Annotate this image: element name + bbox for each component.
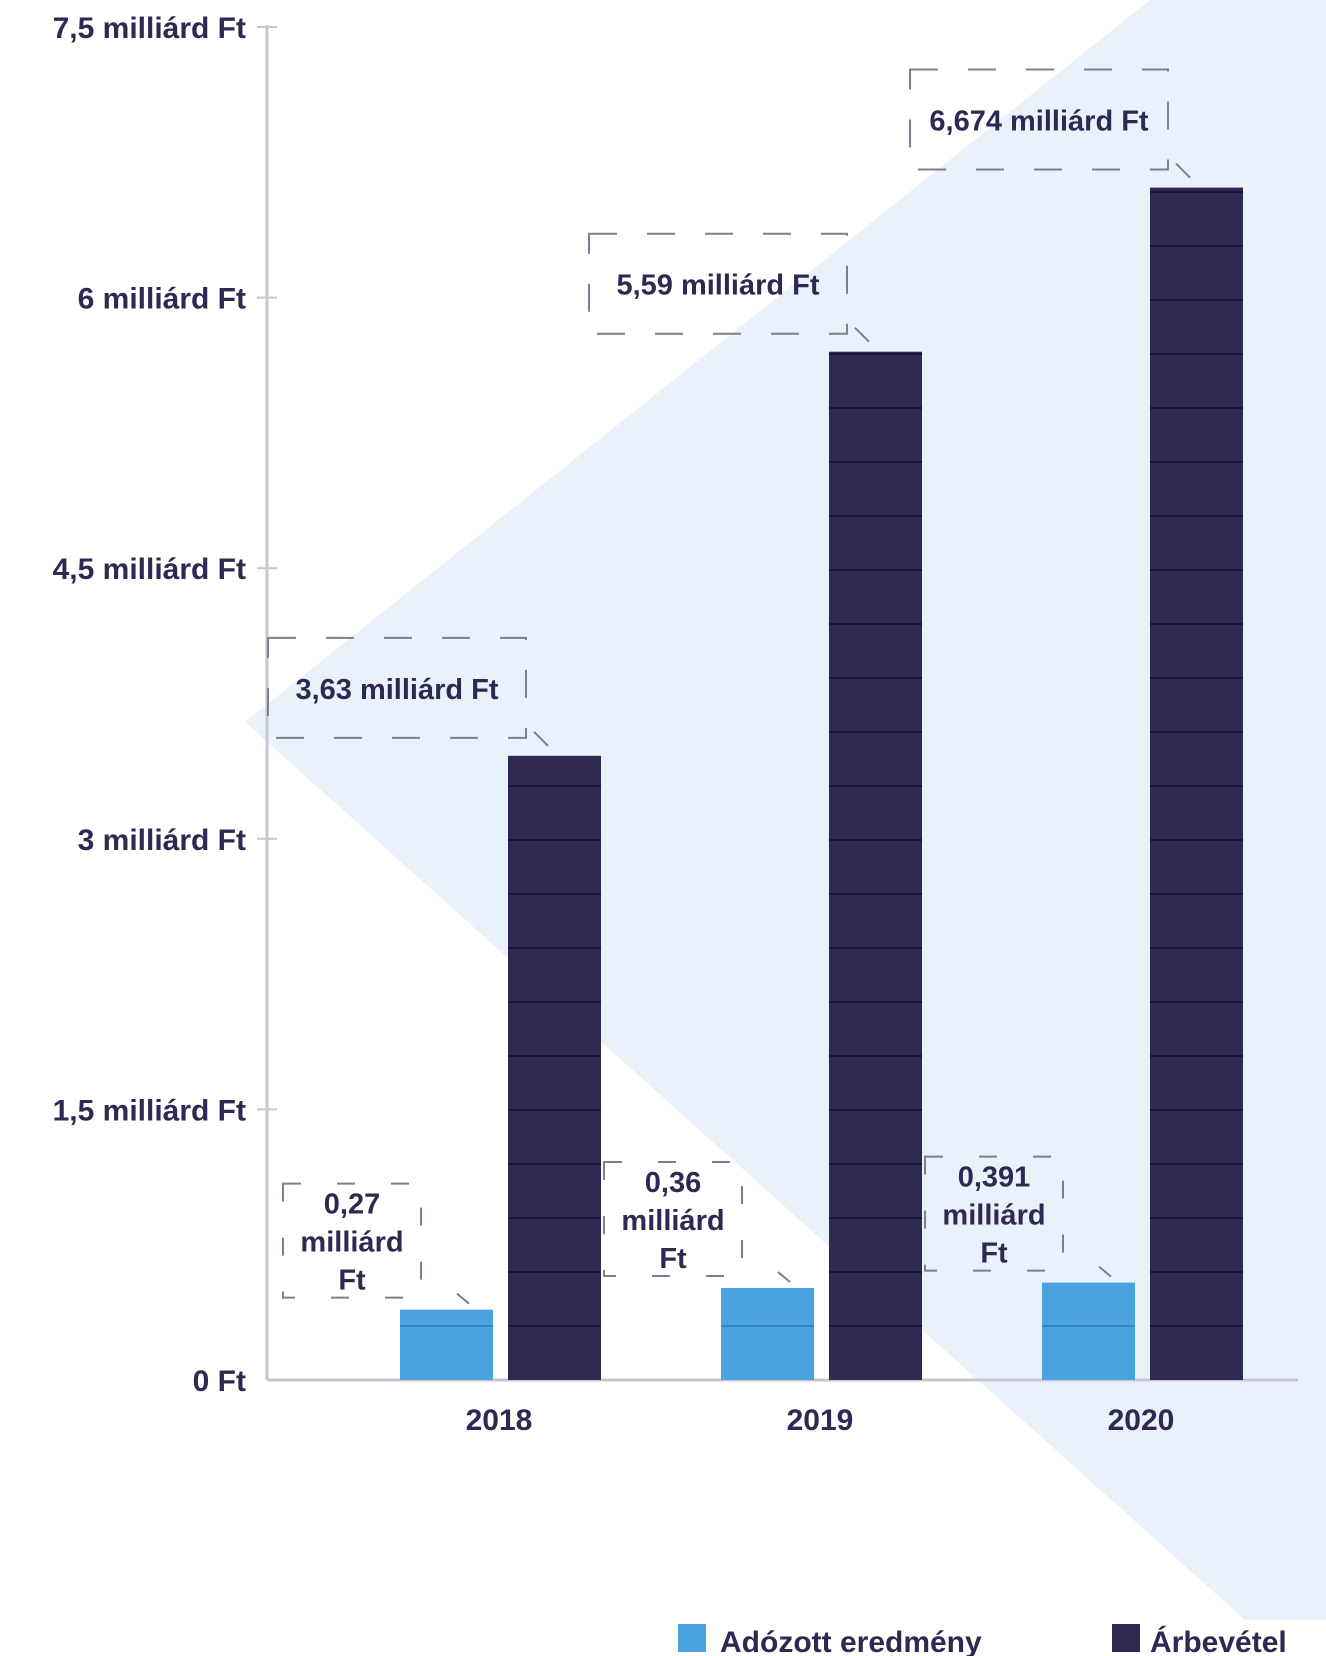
y-tick-label: 4,5 milliárd Ft [53, 553, 246, 586]
callout-box [588, 232, 848, 335]
profit-value-label: 0,27 milliárd Ft [300, 1189, 403, 1297]
revenue-value-label: 5,59 milliárd Ft [616, 270, 819, 302]
revenue-bar [508, 755, 601, 1380]
callout-box [603, 1160, 743, 1277]
background-shape [245, 0, 1326, 1620]
callout-box [924, 1155, 1064, 1272]
callout-pointer [456, 1292, 470, 1305]
revenue-bar [829, 351, 922, 1381]
x-tick-label: 2020 [1108, 1404, 1175, 1437]
profit-bar [400, 1309, 493, 1380]
legend-swatch [1112, 1624, 1140, 1652]
profit-bar [1042, 1282, 1135, 1380]
callout-box [909, 68, 1169, 171]
revenue-bar [1150, 187, 1243, 1380]
callout-box [267, 636, 527, 739]
legend-label: Árbevétel [1150, 1625, 1287, 1656]
callout-pointer [854, 327, 870, 343]
callout-pointer [533, 731, 549, 747]
y-tick-label: 6 milliárd Ft [78, 283, 246, 316]
y-tick-label: 0 Ft [193, 1365, 246, 1398]
x-tick-label: 2018 [466, 1404, 533, 1437]
legend-swatch [678, 1624, 706, 1652]
profit-value-label: 0,391 milliárd Ft [942, 1162, 1045, 1270]
x-tick-label: 2019 [787, 1404, 854, 1437]
profit-value-label: 0,36 milliárd Ft [621, 1167, 724, 1275]
callout-pointer [1175, 162, 1191, 179]
y-tick-label: 1,5 milliárd Ft [53, 1094, 246, 1127]
y-tick-label: 7,5 milliárd Ft [53, 12, 246, 45]
revenue-value-label: 6,674 milliárd Ft [929, 106, 1149, 138]
callout-pointer [777, 1271, 791, 1283]
profit-bar [721, 1287, 814, 1380]
revenue-value-label: 3,63 milliárd Ft [295, 674, 498, 706]
legend-label: Adózott eredmény [720, 1626, 982, 1656]
y-tick-label: 3 milliárd Ft [78, 824, 246, 857]
callout-pointer [1098, 1265, 1112, 1278]
callout-box [282, 1182, 422, 1299]
